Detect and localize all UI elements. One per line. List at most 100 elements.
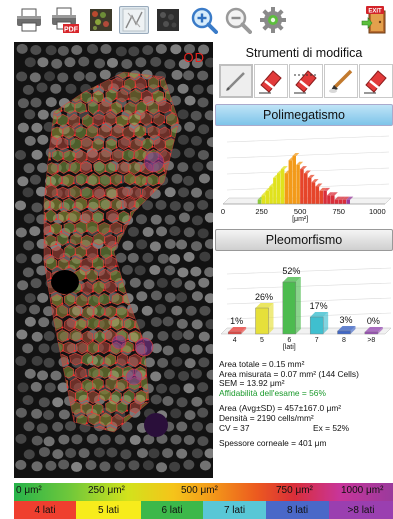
area-color-legend: 0 μm² 250 μm² 500 μm² 750 μm² 1000 μm² [14, 483, 393, 501]
pleomorfismo-title: Pleomorfismo [265, 233, 343, 247]
highlighted-cell [134, 337, 154, 357]
x-tick-label: 750 [332, 207, 345, 216]
legend-area-label: 1000 μm² [341, 485, 384, 496]
polimegatismo-svg: 0 250 500 750 1000 [μm²] [221, 135, 392, 223]
pleomorfismo-header[interactable]: Pleomorfismo [215, 229, 393, 251]
histogram-bar [257, 199, 262, 204]
bar-value-label: 17% [310, 301, 328, 311]
tools-title: Strumenti di modifica [245, 46, 363, 60]
x-tick-label: 0 [221, 207, 225, 216]
area-misurata: Area misurata = 0.07 mm² (144 Cells) [219, 368, 359, 379]
bar-side [350, 326, 356, 334]
histogram-bar [319, 190, 323, 204]
histogram-bar [277, 173, 281, 204]
brush-tool[interactable] [324, 64, 358, 98]
view-raw-image-button[interactable] [153, 6, 183, 34]
histogram-bar [327, 195, 331, 204]
pleomorfismo-bar [282, 281, 297, 335]
sem-value: SEM = 13.92 μm² [219, 378, 285, 389]
legend-sides-6: 6 lati [141, 501, 203, 519]
colored-cells-icon [90, 9, 112, 31]
settings-button[interactable] [258, 6, 288, 34]
legend-sides-5: 5 lati [76, 501, 141, 519]
polimegatismo-header[interactable]: Polimegatismo [215, 104, 393, 126]
histogram-bar-top [304, 170, 311, 174]
toolbar: PDF [0, 0, 393, 40]
pleomorfismo-bar [309, 316, 324, 335]
histogram-bar-top [315, 183, 323, 187]
eye-label: OD [183, 50, 205, 65]
histogram-bar-top [346, 196, 354, 200]
highlighted-cell [143, 151, 165, 173]
pencil-icon [226, 72, 245, 91]
legend-area-label: 0 μm² [16, 485, 42, 496]
histogram-bar-top [331, 192, 338, 196]
bar-value-label: 1% [230, 316, 243, 326]
x-tick-label: 1000 [369, 207, 386, 216]
histogram-bar-top [334, 196, 342, 200]
bar-value-label: 3% [339, 315, 352, 325]
eraser-hatched-tool[interactable] [289, 64, 323, 98]
dark-region [51, 270, 79, 294]
eraser-red-tool[interactable] [254, 64, 288, 98]
legend-area-label: 750 μm² [276, 485, 313, 496]
x-tick-label: 5 [260, 337, 264, 344]
histogram-bar-top [338, 196, 346, 200]
pleomorfismo-chart: 1% 4 26% 5 52% 6 17% 7 3% 8 0% >8 [lati] [215, 252, 393, 358]
x-tick-label: 8 [342, 337, 346, 344]
brush-icon [329, 69, 353, 93]
histogram-bar [288, 160, 293, 204]
histogram-bar [261, 195, 266, 204]
zoom-out-button[interactable] [223, 6, 253, 34]
area-totale: Area totale = 0.15 mm² [219, 359, 305, 369]
histogram-bar-top [296, 161, 304, 165]
eraser-alt-icon [364, 70, 387, 94]
bar-top [282, 277, 301, 282]
histogram-bar [311, 182, 316, 204]
exit-button[interactable]: EXIT [360, 6, 390, 34]
histogram-bar [334, 199, 339, 204]
pleomorfismo-bar [364, 331, 379, 335]
histogram-bar-top [292, 153, 300, 156]
histogram-bar [342, 199, 347, 204]
histogram-bar-top [307, 174, 315, 178]
x-tick-label: 7 [315, 337, 319, 344]
legend-sides-label: 5 lati [97, 504, 120, 516]
print-pdf-button[interactable]: PDF [50, 6, 80, 34]
raw-image-icon [157, 9, 179, 31]
analysis-panel: Strumenti di modifica [215, 42, 393, 478]
bar-side [241, 327, 247, 334]
ex-value: Ex = 52% [313, 422, 350, 433]
histogram-bar [296, 164, 300, 204]
polimegatismo-title: Polimegatismo [263, 108, 345, 122]
legend-area-label: 500 μm² [181, 485, 218, 496]
tools-row [219, 64, 393, 98]
bar-side [268, 303, 274, 334]
pleomorfismo-bar [255, 307, 269, 335]
view-outline-button[interactable] [119, 6, 149, 34]
zoom-in-button[interactable] [189, 6, 219, 34]
histogram-bar [331, 195, 335, 204]
histogram-bar [273, 177, 277, 204]
legend-sides-gt8: >8 lati [329, 501, 393, 519]
exit-badge: EXIT [368, 9, 382, 15]
print-button[interactable] [14, 6, 44, 34]
eraser-red-alt-tool[interactable] [359, 64, 393, 98]
x-tick-label: 250 [255, 207, 268, 216]
highlighted-cell [125, 368, 143, 386]
cv-ex-row: CV = 37 Ex = 52% [219, 422, 393, 434]
legend-sides-label: 7 lati [223, 504, 246, 516]
bar-value-label: 0% [367, 316, 380, 326]
bar-top [255, 303, 274, 308]
legend-sides-8: 8 lati [266, 501, 329, 519]
view-colored-cells-button[interactable] [86, 6, 116, 34]
legend-sides-label: 6 lati [161, 504, 183, 516]
histogram-bar [323, 190, 327, 204]
pencil-tool[interactable] [219, 64, 253, 98]
histogram-bar [304, 173, 308, 204]
endothelium-image[interactable]: OD [14, 42, 213, 478]
bar-side [323, 312, 329, 334]
zoom-in-icon [191, 7, 218, 34]
cell-map[interactable] [14, 42, 213, 478]
